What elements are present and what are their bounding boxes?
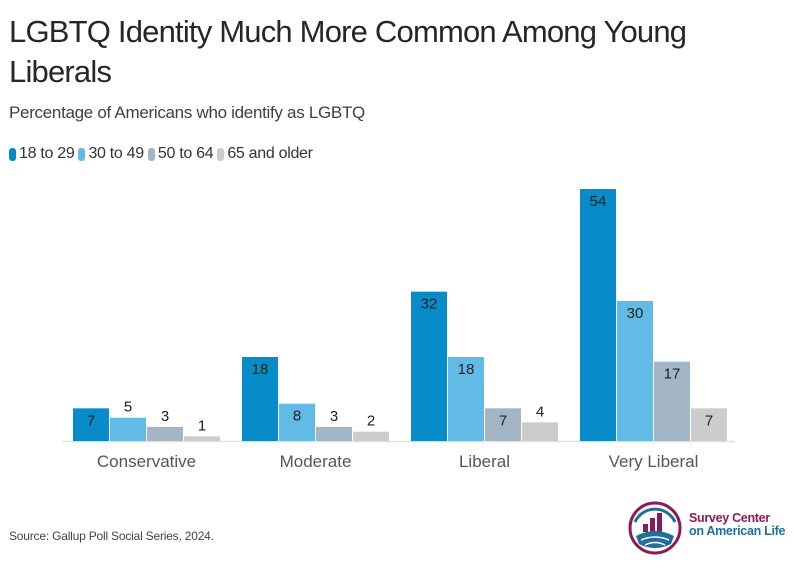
bar — [654, 361, 690, 441]
data-label: 32 — [421, 296, 438, 313]
data-label: 7 — [87, 412, 95, 429]
data-label: 3 — [161, 408, 169, 425]
bar — [73, 408, 109, 441]
bar — [411, 291, 447, 441]
bar — [448, 357, 484, 441]
bar — [279, 403, 315, 441]
x-tick-label: Very Liberal — [609, 452, 699, 471]
x-tick-label: Conservative — [97, 452, 196, 471]
data-label: 3 — [330, 408, 338, 425]
data-label: 4 — [536, 403, 544, 420]
bar — [691, 408, 727, 441]
legend-swatch — [217, 147, 225, 161]
x-tick-label: Moderate — [280, 452, 352, 471]
legend: 18 to 29 30 to 49 50 to 64 65 and older — [9, 145, 317, 163]
survey-center-logo-icon — [628, 501, 682, 555]
bar — [353, 431, 389, 441]
bar — [617, 301, 653, 441]
legend-label: 18 to 29 — [19, 145, 75, 162]
legend-swatch — [78, 147, 86, 161]
chart-subtitle: Percentage of Americans who identify as … — [9, 103, 365, 122]
data-label: 8 — [293, 408, 301, 425]
data-label: 18 — [458, 361, 475, 378]
legend-item-65-older: 65 and older — [217, 145, 313, 163]
source-note: Source: Gallup Poll Social Series, 2024. — [9, 529, 214, 543]
survey-center-logo: Survey Center on American Life — [627, 500, 794, 560]
bar — [580, 189, 616, 441]
bar — [147, 427, 183, 441]
legend-label: 30 to 49 — [88, 145, 144, 162]
bar — [184, 436, 220, 441]
data-label: 7 — [499, 412, 507, 429]
legend-item-18-29: 18 to 29 — [9, 145, 75, 163]
data-label: 54 — [590, 193, 607, 210]
bar — [522, 422, 558, 441]
data-label: 1 — [198, 417, 206, 434]
data-label: 30 — [627, 305, 644, 322]
legend-label: 50 to 64 — [157, 145, 214, 162]
x-tick-label: Liberal — [459, 452, 510, 471]
legend-item-50-64: 50 to 64 — [147, 145, 214, 163]
data-label: 17 — [664, 366, 681, 383]
data-label: 2 — [367, 413, 375, 430]
bar — [316, 427, 352, 441]
chart-title: LGBTQ Identity Much More Common Among Yo… — [9, 14, 687, 89]
logo-line1: Survey Center — [689, 511, 770, 525]
bar — [485, 408, 521, 441]
legend-swatch — [147, 147, 155, 161]
legend-swatch — [9, 147, 16, 161]
data-label: 18 — [252, 361, 269, 378]
data-label: 5 — [124, 399, 132, 416]
logo-line2: on American Life — [689, 524, 786, 538]
legend-item-30-49: 30 to 49 — [78, 145, 144, 163]
bar — [110, 417, 146, 441]
bar — [242, 357, 278, 441]
legend-label: 65 and older — [227, 145, 313, 162]
data-label: 7 — [705, 412, 713, 429]
